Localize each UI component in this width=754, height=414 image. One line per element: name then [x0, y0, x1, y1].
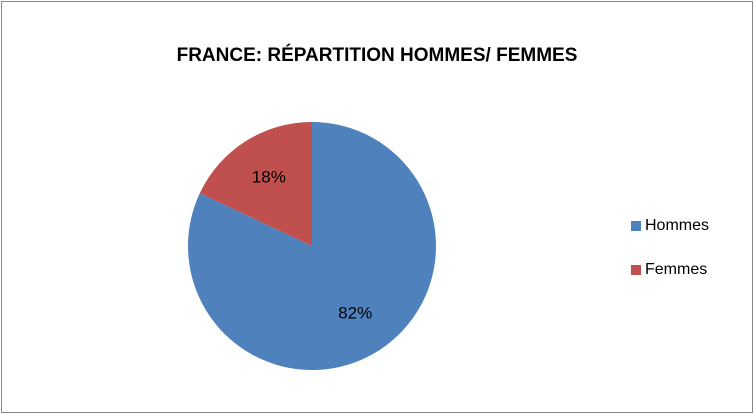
legend-swatch: [631, 265, 641, 275]
legend-label: Femmes: [645, 261, 707, 278]
data-label: 82%: [338, 304, 372, 323]
data-label: 18%: [252, 167, 286, 186]
pie-slice: [199, 122, 312, 246]
chart-title: FRANCE: RÉPARTITION HOMMES/ FEMMES: [177, 44, 578, 66]
legend-label: Hommes: [645, 217, 709, 234]
legend-swatch: [631, 221, 641, 231]
